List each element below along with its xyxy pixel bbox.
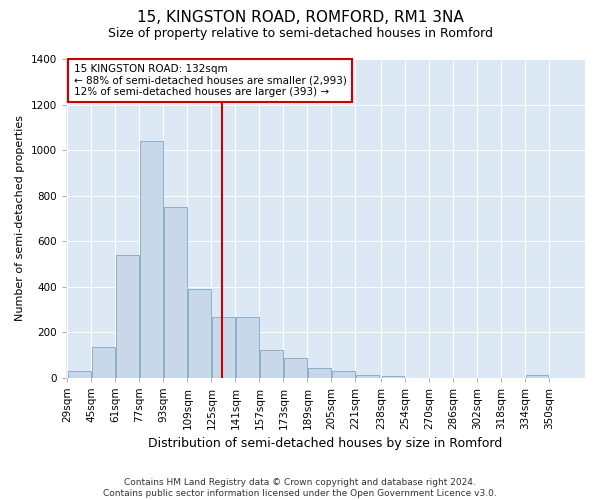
X-axis label: Distribution of semi-detached houses by size in Romford: Distribution of semi-detached houses by … bbox=[148, 437, 503, 450]
Bar bbox=[260, 350, 283, 378]
Bar bbox=[188, 289, 211, 378]
Text: 15 KINGSTON ROAD: 132sqm
← 88% of semi-detached houses are smaller (2,993)
12% o: 15 KINGSTON ROAD: 132sqm ← 88% of semi-d… bbox=[74, 64, 346, 97]
Text: 15, KINGSTON ROAD, ROMFORD, RM1 3NA: 15, KINGSTON ROAD, ROMFORD, RM1 3NA bbox=[137, 10, 463, 25]
Bar bbox=[116, 254, 139, 378]
Bar bbox=[332, 371, 355, 378]
Text: Size of property relative to semi-detached houses in Romford: Size of property relative to semi-detach… bbox=[107, 28, 493, 40]
Bar bbox=[164, 207, 187, 378]
Text: Contains HM Land Registry data © Crown copyright and database right 2024.
Contai: Contains HM Land Registry data © Crown c… bbox=[103, 478, 497, 498]
Bar bbox=[140, 141, 163, 378]
Bar bbox=[92, 347, 115, 378]
Bar bbox=[356, 375, 379, 378]
Bar bbox=[212, 317, 235, 378]
Bar bbox=[284, 358, 307, 378]
Bar bbox=[308, 368, 331, 378]
Y-axis label: Number of semi-detached properties: Number of semi-detached properties bbox=[15, 116, 25, 322]
Bar bbox=[526, 375, 548, 378]
Bar bbox=[236, 317, 259, 378]
Bar bbox=[68, 370, 91, 378]
Bar bbox=[382, 376, 404, 378]
